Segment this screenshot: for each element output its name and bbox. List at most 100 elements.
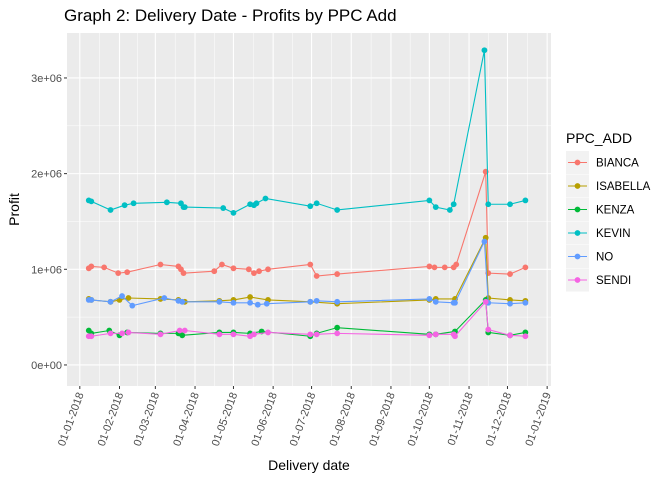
y-axis-label: Profit xyxy=(6,193,22,226)
legend-label-sendi: SENDI xyxy=(596,275,631,287)
x-tick-label: 01-12-2018 xyxy=(484,391,515,448)
data-point-kevin xyxy=(130,200,137,207)
data-point-kevin xyxy=(107,207,114,213)
data-point-kevin xyxy=(446,207,453,213)
data-point-sendi xyxy=(482,298,489,305)
x-tick-label: 01-03-2018 xyxy=(132,391,163,448)
x-tick-label: 01-04-2018 xyxy=(171,391,202,448)
data-point-kevin xyxy=(481,47,488,54)
data-point-sendi xyxy=(157,331,164,338)
data-point-bianca xyxy=(441,264,448,271)
data-point-kevin xyxy=(485,201,492,208)
data-point-kevin xyxy=(88,198,95,205)
data-point-no xyxy=(334,298,341,305)
x-tick-label: 01-11-2018 xyxy=(446,391,476,447)
series-no xyxy=(85,238,529,309)
data-point-bianca xyxy=(101,264,108,271)
data-point-sendi xyxy=(176,327,183,334)
data-point-kevin xyxy=(253,200,260,207)
chart-title: Graph 2: Delivery Date - Profits by PPC … xyxy=(64,6,397,25)
data-point-sendi xyxy=(426,332,433,339)
data-point-no xyxy=(426,296,433,302)
x-tick-label: 01-10-2018 xyxy=(406,391,437,448)
data-point-bianca xyxy=(265,266,271,273)
data-point-sendi xyxy=(432,331,439,338)
data-point-no xyxy=(263,300,270,307)
y-axis: 0e+00 1e+06 2e+06 3e+06 xyxy=(31,73,67,372)
data-point-kenza xyxy=(334,324,341,331)
series-sendi xyxy=(85,298,529,340)
legend-label-kevin: KEVIN xyxy=(596,228,631,240)
x-tick-label: 01-09-2018 xyxy=(367,391,398,448)
data-point-bianca xyxy=(219,261,225,268)
plot-panel xyxy=(67,33,551,386)
legend-label-no: NO xyxy=(596,252,613,264)
legend-point-kevin xyxy=(574,230,581,236)
data-point-sendi xyxy=(107,330,114,337)
data-point-kevin xyxy=(181,204,188,211)
data-point-kevin xyxy=(507,201,513,208)
major-gridlines xyxy=(67,33,551,386)
x-tick-label: 01-01-2019 xyxy=(523,391,554,448)
data-point-no xyxy=(507,300,513,307)
data-point-bianca xyxy=(124,269,131,276)
data-point-bianca xyxy=(157,261,164,268)
data-point-isabella xyxy=(247,294,254,300)
data-point-kevin xyxy=(334,207,341,213)
y-tick-label: 1e+06 xyxy=(31,264,62,276)
data-point-no xyxy=(230,299,237,306)
x-tick-label: 01-05-2018 xyxy=(210,391,241,448)
data-point-bianca xyxy=(334,271,341,277)
x-tick-label: 01-07-2018 xyxy=(288,391,319,448)
series-kevin xyxy=(85,47,529,216)
data-point-sendi xyxy=(485,326,492,333)
data-point-sendi xyxy=(181,327,188,334)
data-point-no xyxy=(247,299,254,306)
data-point-sendi xyxy=(88,333,95,340)
data-point-no xyxy=(432,298,439,305)
legend-point-no xyxy=(574,253,581,260)
data-point-sendi xyxy=(334,330,341,337)
legend-item-bianca: BIANCA xyxy=(566,151,639,174)
data-point-bianca xyxy=(431,264,438,271)
legend-label-isabella: ISABELLA xyxy=(596,181,651,193)
data-point-bianca xyxy=(230,265,237,272)
legend-label-bianca: BIANCA xyxy=(596,158,639,170)
data-point-sendi xyxy=(251,331,257,338)
data-point-sendi xyxy=(125,329,132,336)
data-point-no xyxy=(254,301,261,308)
legend-title: PPC_ADD xyxy=(566,130,632,146)
data-point-no xyxy=(216,298,223,305)
data-point-sendi xyxy=(452,333,458,340)
data-point-kevin xyxy=(307,203,314,210)
data-point-no xyxy=(307,298,314,305)
data-point-bianca xyxy=(251,270,257,277)
x-tick-label: 01-08-2018 xyxy=(328,391,359,448)
data-point-kevin xyxy=(313,200,320,207)
data-point-sendi xyxy=(216,331,223,338)
x-axis: 01-01-2018 01-02-2018 01-03-2018 01-04-2018… xyxy=(56,386,554,448)
data-point-no xyxy=(481,238,488,245)
y-tick-label: 2e+06 xyxy=(31,169,62,181)
data-point-no xyxy=(161,295,168,301)
legend-point-sendi xyxy=(574,277,581,283)
legend: PPC_ADD BIANCA ISABELLA KENZA KEVIN NO SENDI xyxy=(566,130,651,292)
data-point-no xyxy=(129,302,136,309)
data-point-kevin xyxy=(426,197,433,204)
data-point-no xyxy=(179,298,186,305)
legend-point-bianca xyxy=(574,159,581,166)
data-point-bianca xyxy=(180,270,187,277)
data-point-sendi xyxy=(265,329,271,336)
data-point-bianca xyxy=(313,273,320,279)
legend-point-isabella xyxy=(574,183,581,189)
series-bianca xyxy=(85,168,529,279)
data-point-bianca xyxy=(307,261,314,268)
data-point-bianca xyxy=(211,268,218,275)
x-tick-label: 01-02-2018 xyxy=(96,391,127,448)
legend-item-sendi: SENDI xyxy=(566,268,631,292)
data-point-bianca xyxy=(115,270,122,277)
data-point-sendi xyxy=(119,330,125,337)
data-point-kevin xyxy=(522,197,529,204)
data-point-bianca xyxy=(256,268,262,275)
data-point-no xyxy=(313,297,320,304)
